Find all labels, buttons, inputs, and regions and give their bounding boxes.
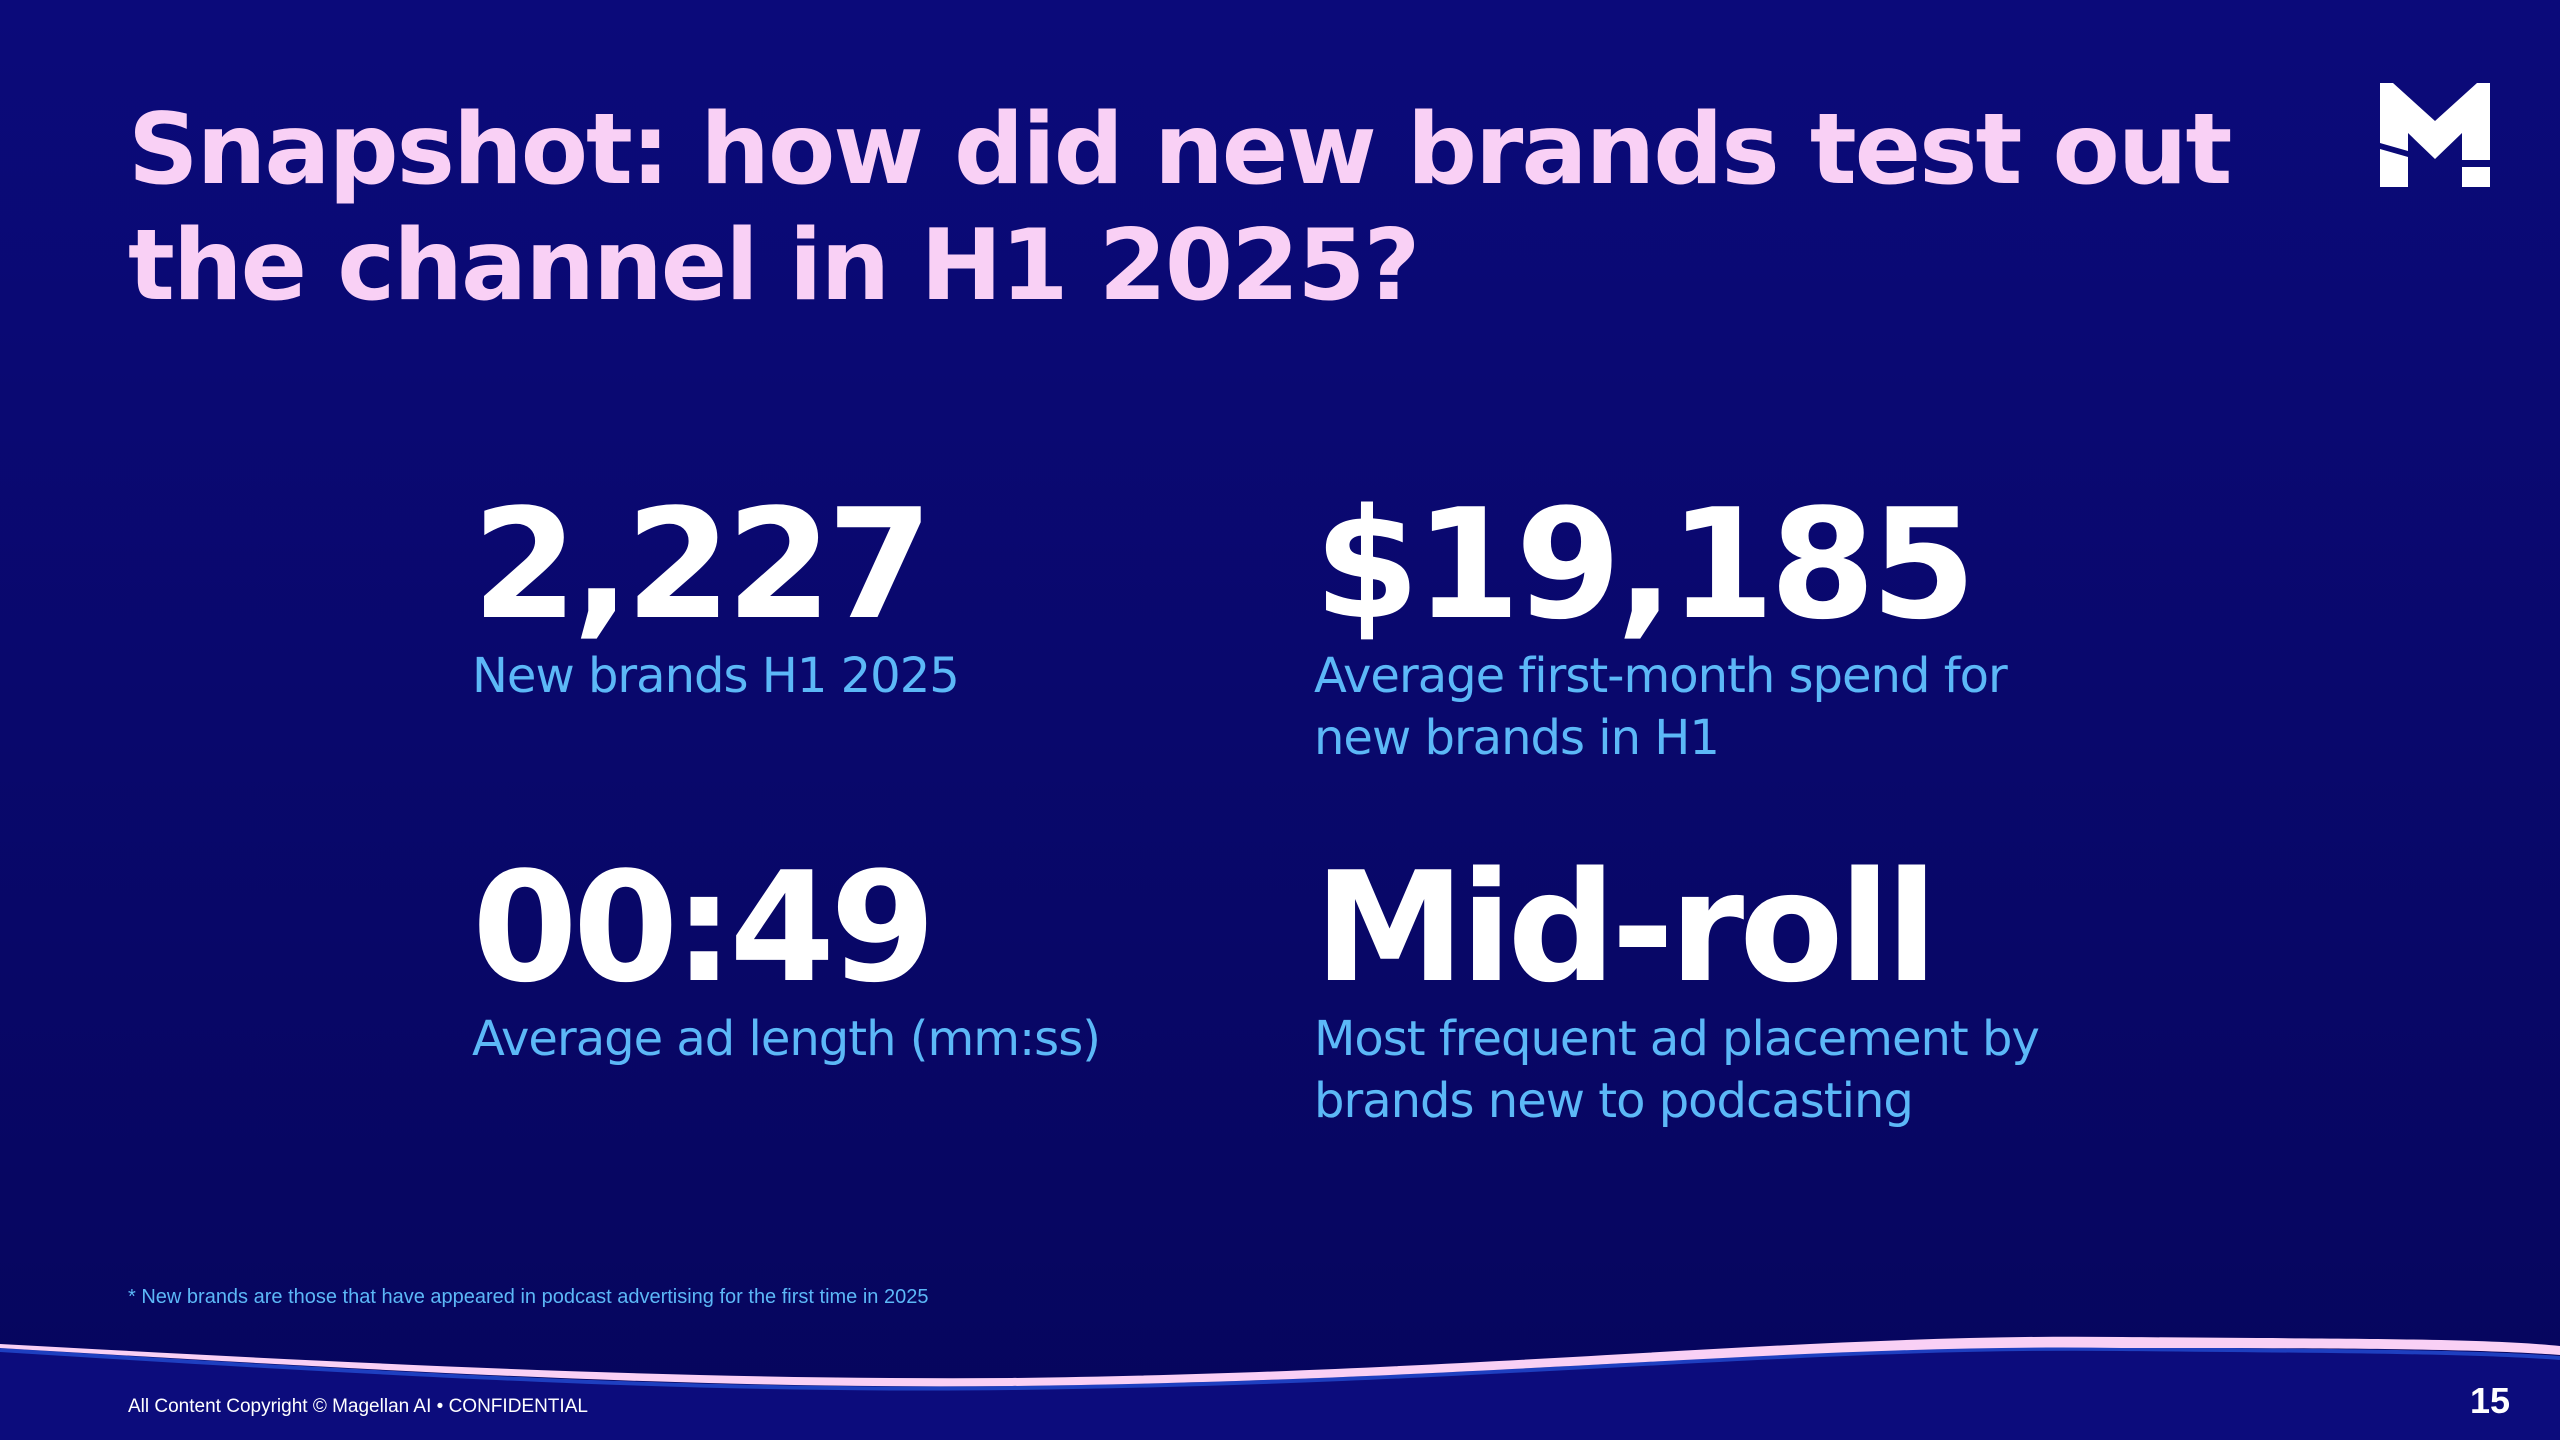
stat-value: 00:49 [472,839,936,1016]
stat-ad-length: 00:49 Average ad length (mm:ss) [472,848,1172,1070]
stat-label: New brands H1 2025 [472,648,960,704]
footnote: * New brands are those that have appeare… [128,1286,929,1308]
stat-value: 2,227 [472,476,933,653]
stat-ad-placement: Mid-roll Most frequent ad placement by b… [1314,848,2074,1132]
magellan-logo-icon [2380,83,2490,187]
stat-label: Average first-month spend for new brands… [1314,648,2008,766]
page-number: 15 [2469,1380,2510,1421]
stat-label: Most frequent ad placement by brands new… [1314,1011,2040,1129]
stat-avg-spend: $19,185 Average first-month spend for ne… [1314,485,2054,769]
stat-value: Mid-roll [1314,839,1938,1016]
copyright-text: All Content Copyright © Magellan AI • CO… [128,1396,588,1417]
stat-label: Average ad length (mm:ss) [472,1011,1101,1067]
stat-value: $19,185 [1314,476,1976,653]
decorative-wave [0,1336,2560,1440]
stat-new-brands: 2,227 New brands H1 2025 [472,485,1032,707]
slide-title: Snapshot: how did new brands test out th… [128,93,2232,323]
